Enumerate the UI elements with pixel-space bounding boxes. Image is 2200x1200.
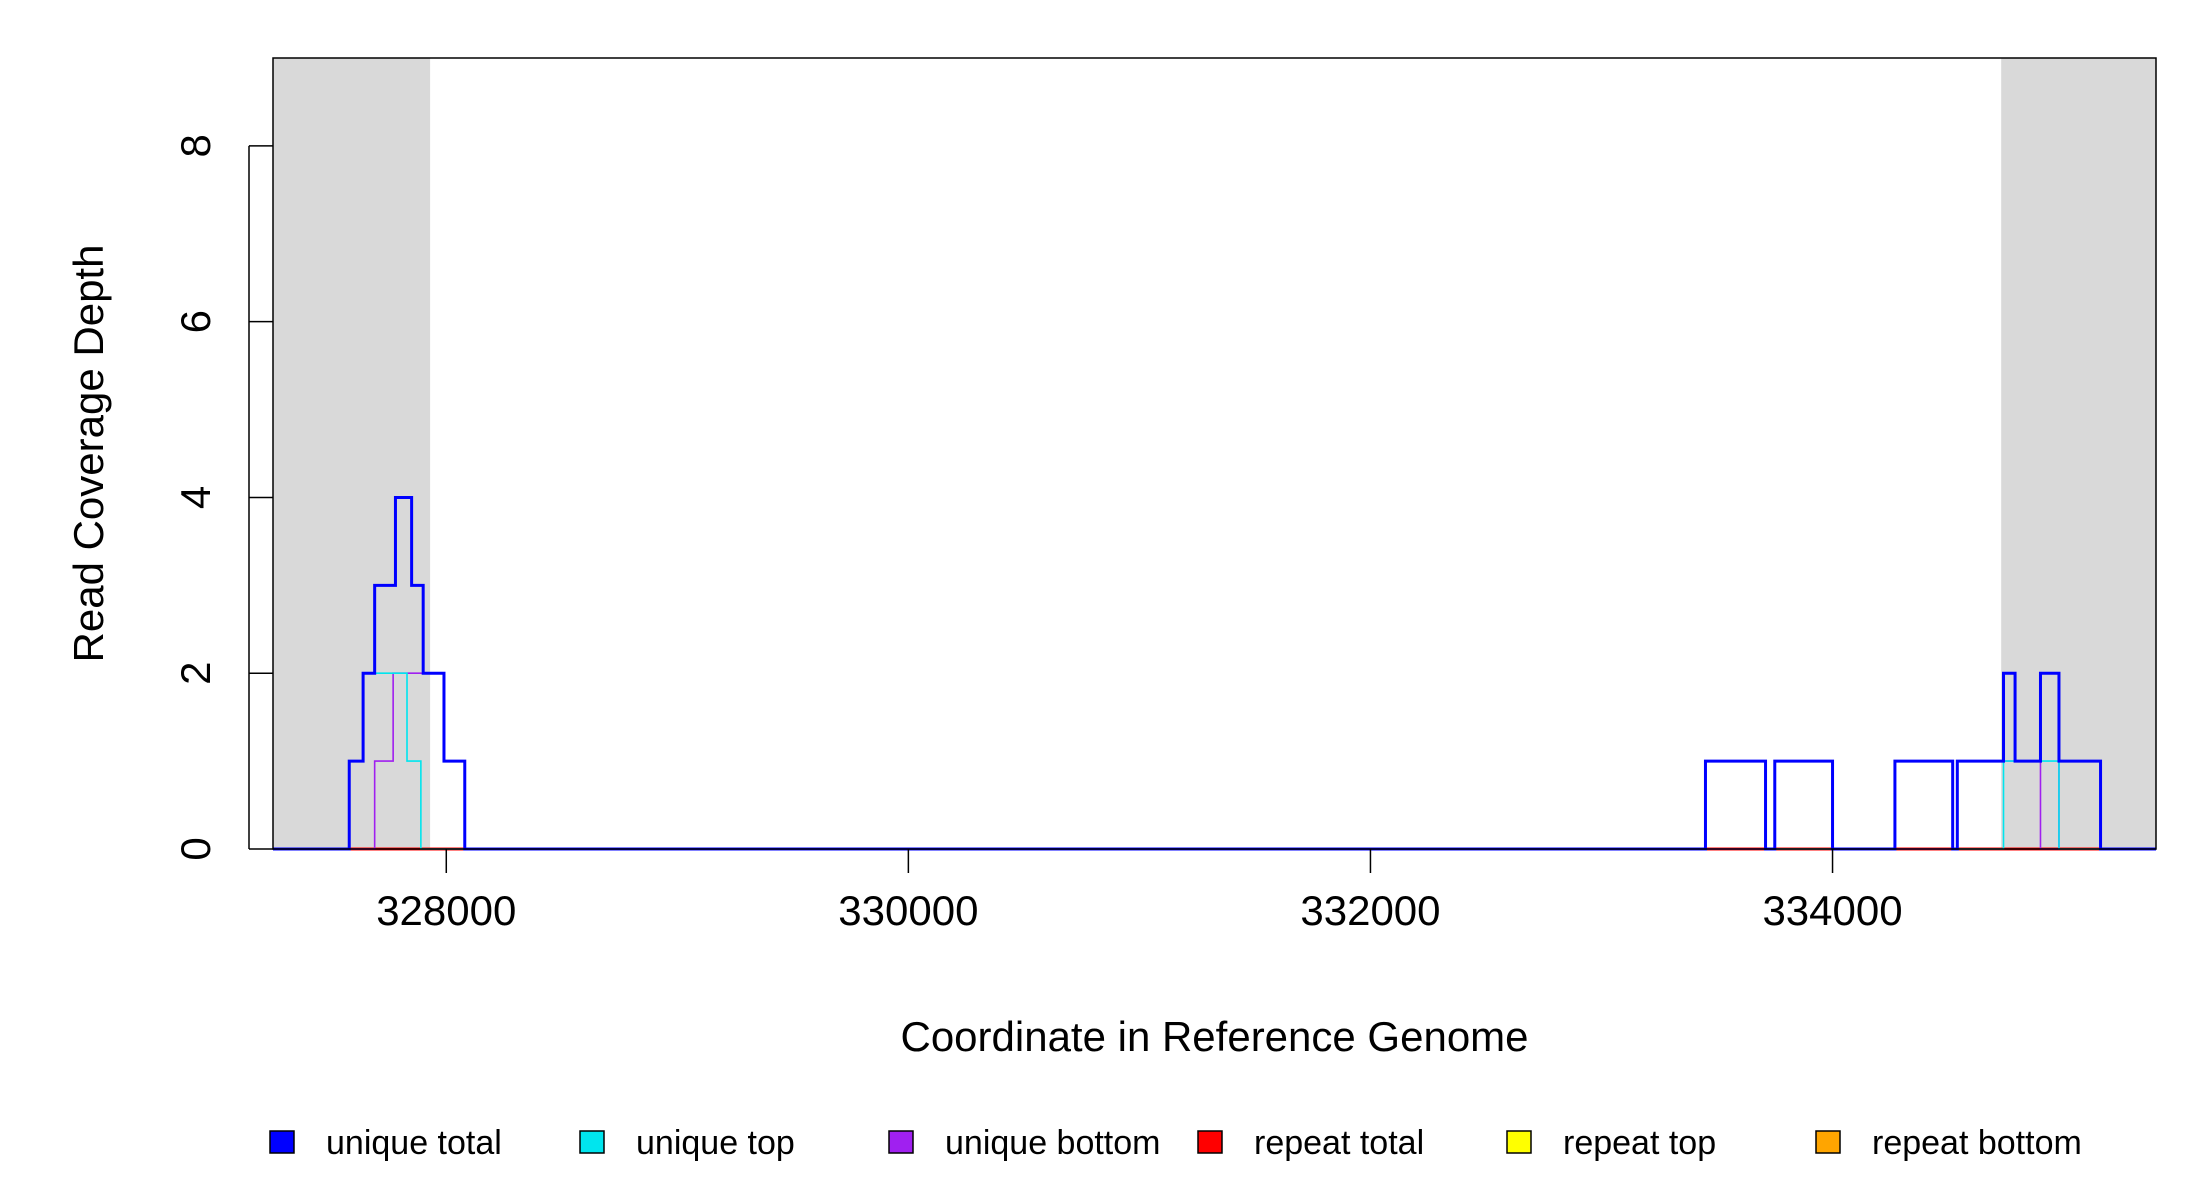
x-tick-label-1: 330000 — [838, 887, 978, 934]
legend-item-repeat-total: repeat total — [1197, 1124, 1424, 1162]
legend-label: unique total — [326, 1124, 502, 1162]
x-tick-label-3: 334000 — [1762, 887, 1902, 934]
shaded-regions — [273, 58, 2156, 849]
shaded-region-0 — [273, 58, 431, 849]
x-axis-title: Coordinate in Reference Genome — [900, 1013, 1528, 1060]
legend-label: repeat total — [1254, 1124, 1424, 1162]
legend-swatch — [269, 1130, 295, 1154]
x-tick-label-2: 332000 — [1300, 887, 1440, 934]
legend-swatch — [579, 1130, 605, 1154]
y-tick-label-4: 8 — [172, 134, 219, 157]
y-tick-label-1: 2 — [172, 662, 219, 685]
legend-item-unique-top: unique top — [579, 1124, 795, 1162]
legend-label: repeat bottom — [1872, 1124, 2082, 1162]
series-lines — [273, 495, 2156, 851]
legend-item-repeat-bottom: repeat bottom — [1815, 1124, 2082, 1162]
x-tick-label-0: 328000 — [376, 887, 516, 934]
axes: 328000 330000 332000 334000 0 2 4 6 8 — [172, 134, 1903, 934]
legend-swatch — [1815, 1130, 1841, 1154]
legend-swatch — [1197, 1130, 1223, 1154]
legend-item-repeat-top: repeat top — [1506, 1124, 1716, 1162]
legend-swatch — [1506, 1130, 1532, 1154]
y-tick-label-3: 6 — [172, 310, 219, 333]
legend-item-unique-bottom: unique bottom — [888, 1124, 1161, 1162]
series-line-unique-total — [273, 495, 2156, 851]
legend-swatch — [888, 1130, 914, 1154]
y-axis-title: Read Coverage Depth — [65, 245, 112, 663]
legend-item-unique-total: unique total — [269, 1124, 502, 1162]
plot-frame — [272, 57, 2157, 850]
legend: unique total unique top unique bottom repea… — [269, 1124, 2082, 1162]
legend-label: unique bottom — [945, 1124, 1161, 1162]
series-line-unique-bottom — [273, 672, 2156, 850]
shaded-region-1 — [2001, 58, 2156, 849]
legend-label: unique top — [636, 1124, 795, 1162]
y-tick-label-0: 0 — [172, 837, 219, 860]
legend-label: repeat top — [1563, 1124, 1716, 1162]
series-line-unique-top — [273, 672, 2156, 850]
y-tick-label-2: 4 — [172, 486, 219, 509]
